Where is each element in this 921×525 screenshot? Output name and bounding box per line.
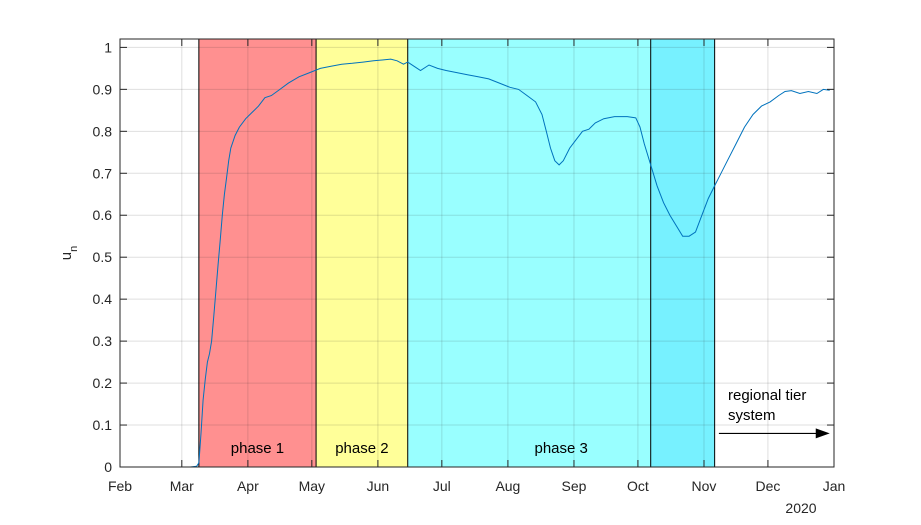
axes-box bbox=[119, 38, 835, 468]
series-line-0 bbox=[169, 58, 830, 468]
x-tick-label-11: Jan bbox=[823, 478, 846, 494]
x-tick-label-6: Aug bbox=[495, 478, 520, 494]
y-tick-label-2: 0.2 bbox=[93, 375, 113, 391]
x-tick-label-4: Jun bbox=[367, 478, 390, 494]
y-tick-label-0: 0 bbox=[104, 459, 112, 475]
annotation-line-2: system bbox=[728, 407, 776, 424]
x-tick-label-3: May bbox=[299, 478, 325, 494]
y-tick-label-6: 0.6 bbox=[93, 207, 113, 223]
region-2-fill bbox=[316, 39, 408, 467]
y-tick-label-1: 0.1 bbox=[93, 417, 113, 433]
y-tick-label-5: 0.5 bbox=[93, 249, 113, 265]
y-tick-label-10: 1 bbox=[104, 39, 112, 55]
annotation: regional tier system bbox=[718, 387, 830, 439]
x-tick-label-5: Jul bbox=[433, 478, 451, 494]
region-labels: phase 1 phase 2 phase 3 bbox=[231, 440, 588, 457]
x-tick-label-7: Sep bbox=[562, 478, 587, 494]
y-tick-labels: 0 0.1 0.2 0.3 0.4 0.5 0.6 0.7 0.8 0.9 1 bbox=[93, 39, 113, 475]
region-2-label: phase 2 bbox=[335, 440, 388, 457]
overlay-region-fill bbox=[650, 39, 715, 467]
x-tick-label-10: Dec bbox=[755, 478, 780, 494]
annotation-arrowhead bbox=[815, 428, 830, 439]
y-tick-label-3: 0.3 bbox=[93, 333, 113, 349]
y-tick-label-7: 0.7 bbox=[93, 165, 113, 181]
series-group bbox=[169, 58, 830, 468]
region-1-fill bbox=[198, 39, 317, 467]
x-tick-label-9: Nov bbox=[692, 478, 717, 494]
year-label: 2020 bbox=[785, 500, 816, 516]
y-axis-label: un bbox=[58, 246, 80, 260]
x-tick-label-0: Feb bbox=[108, 478, 132, 494]
x-tick-label-8: Oct bbox=[627, 478, 649, 494]
phase-boundaries bbox=[198, 39, 716, 467]
region-3-label: phase 3 bbox=[534, 440, 587, 457]
y-tick-label-4: 0.4 bbox=[93, 291, 113, 307]
phase-regions bbox=[198, 39, 715, 467]
x-tick-labels: Feb Mar Apr May Jun Jul Aug Sep Oct Nov Dec Jan bbox=[108, 478, 845, 494]
y-axis-label-main: u bbox=[58, 252, 75, 260]
x-tick-label-2: Apr bbox=[237, 478, 259, 494]
x-tick-label-1: Mar bbox=[170, 478, 194, 494]
y-axis-label-subscript: n bbox=[68, 246, 80, 252]
y-tick-label-8: 0.8 bbox=[93, 123, 113, 139]
y-tick-label-9: 0.9 bbox=[93, 81, 113, 97]
region-1-label: phase 1 bbox=[231, 440, 284, 457]
region-3-fill bbox=[407, 39, 715, 467]
axis-ticks bbox=[119, 39, 835, 468]
annotation-line-1: regional tier bbox=[728, 387, 806, 404]
